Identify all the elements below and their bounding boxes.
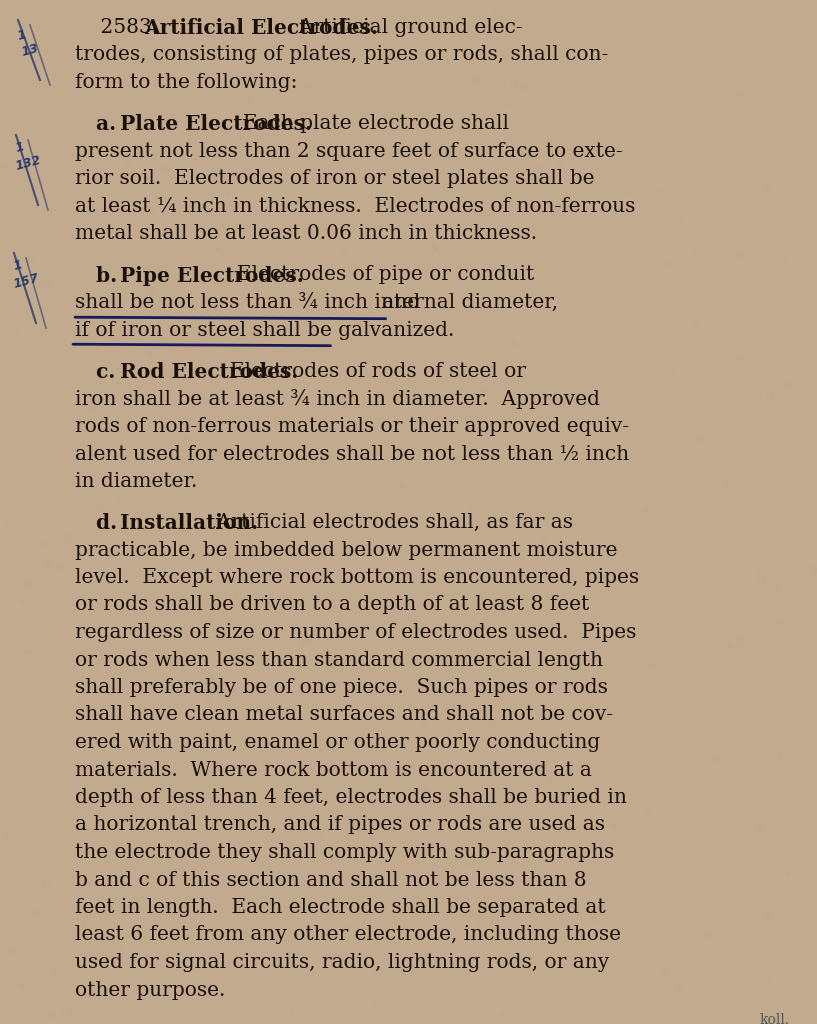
Text: Electrodes of rods of steel or: Electrodes of rods of steel or: [217, 361, 526, 381]
Text: in diameter.: in diameter.: [75, 472, 198, 490]
Text: 1: 1: [12, 258, 24, 272]
Text: Artificial electrodes shall, as far as: Artificial electrodes shall, as far as: [204, 513, 574, 532]
Text: metal shall be at least 0.06 inch in thickness.: metal shall be at least 0.06 inch in thi…: [75, 224, 537, 244]
Text: shall have clean metal surfaces and shall not be cov-: shall have clean metal surfaces and shal…: [75, 706, 613, 725]
Text: Pipe Electrodes.: Pipe Electrodes.: [120, 265, 304, 286]
Text: or rods when less than standard commercial length: or rods when less than standard commerci…: [75, 650, 603, 670]
Text: 1: 1: [14, 140, 26, 155]
Text: trodes, consisting of plates, pipes or rods, shall con-: trodes, consisting of plates, pipes or r…: [75, 45, 608, 65]
Text: used for signal circuits, radio, lightning rods, or any: used for signal circuits, radio, lightni…: [75, 953, 609, 972]
Text: materials.  Where rock bottom is encountered at a: materials. Where rock bottom is encounte…: [75, 761, 592, 779]
Text: and: and: [376, 293, 420, 312]
Text: Installation.: Installation.: [120, 513, 258, 534]
Text: practicable, be imbedded below permanent moisture: practicable, be imbedded below permanent…: [75, 541, 618, 559]
Text: b.: b.: [75, 265, 131, 286]
Text: shall be not less than ¾ inch internal diameter,: shall be not less than ¾ inch internal d…: [75, 293, 558, 312]
Text: Plate Electrodes.: Plate Electrodes.: [120, 115, 312, 134]
Text: Artificial Electrodes.: Artificial Electrodes.: [144, 18, 377, 38]
Text: ered with paint, enamel or other poorly conducting: ered with paint, enamel or other poorly …: [75, 733, 600, 752]
Text: d.: d.: [75, 513, 131, 534]
Text: present not less than 2 square feet of surface to exte-: present not less than 2 square feet of s…: [75, 141, 623, 161]
Text: level.  Except where rock bottom is encountered, pipes: level. Except where rock bottom is encou…: [75, 568, 639, 587]
Text: shall preferably be of one piece.  Such pipes or rods: shall preferably be of one piece. Such p…: [75, 678, 608, 697]
Text: at least ¼ inch in thickness.  Electrodes of non-ferrous: at least ¼ inch in thickness. Electrodes…: [75, 197, 636, 216]
Text: Electrodes of pipe or conduit: Electrodes of pipe or conduit: [224, 265, 534, 285]
Text: rior soil.  Electrodes of iron or steel plates shall be: rior soil. Electrodes of iron or steel p…: [75, 169, 595, 188]
Text: feet in length.  Each electrode shall be separated at: feet in length. Each electrode shall be …: [75, 898, 605, 918]
Text: c.: c.: [75, 361, 129, 382]
Text: 132: 132: [14, 154, 42, 173]
Text: a.: a.: [75, 115, 130, 134]
Text: 157: 157: [11, 272, 40, 292]
Text: Each plate electrode shall: Each plate electrode shall: [230, 115, 509, 133]
Text: or rods shall be driven to a depth of at least 8 feet: or rods shall be driven to a depth of at…: [75, 596, 589, 614]
Text: regardless of size or number of electrodes used.  Pipes: regardless of size or number of electrod…: [75, 623, 636, 642]
Text: form to the following:: form to the following:: [75, 73, 297, 92]
Text: other purpose.: other purpose.: [75, 981, 225, 999]
Text: b and c of this section and shall not be less than 8: b and c of this section and shall not be…: [75, 870, 587, 890]
Text: least 6 feet from any other electrode, including those: least 6 feet from any other electrode, i…: [75, 926, 621, 944]
Text: depth of less than 4 feet, electrodes shall be buried in: depth of less than 4 feet, electrodes sh…: [75, 788, 627, 807]
Text: rods of non-ferrous materials or their approved equiv-: rods of non-ferrous materials or their a…: [75, 417, 629, 436]
Text: Rod Electrodes.: Rod Electrodes.: [120, 361, 299, 382]
Text: 2583.: 2583.: [75, 18, 171, 37]
Text: 13: 13: [20, 42, 40, 59]
Text: a horizontal trench, and if pipes or rods are used as: a horizontal trench, and if pipes or rod…: [75, 815, 605, 835]
Text: iron shall be at least ¾ inch in diameter.  Approved: iron shall be at least ¾ inch in diamete…: [75, 389, 600, 410]
Text: Artificial ground elec-: Artificial ground elec-: [286, 18, 523, 37]
Text: 1: 1: [16, 28, 28, 43]
Text: if of iron or steel shall be galvanized.: if of iron or steel shall be galvanized.: [75, 321, 454, 340]
Text: koll.: koll.: [760, 1013, 790, 1024]
Text: the electrode they shall comply with sub-paragraphs: the electrode they shall comply with sub…: [75, 843, 614, 862]
Text: alent used for electrodes shall be not less than ½ inch: alent used for electrodes shall be not l…: [75, 444, 629, 463]
